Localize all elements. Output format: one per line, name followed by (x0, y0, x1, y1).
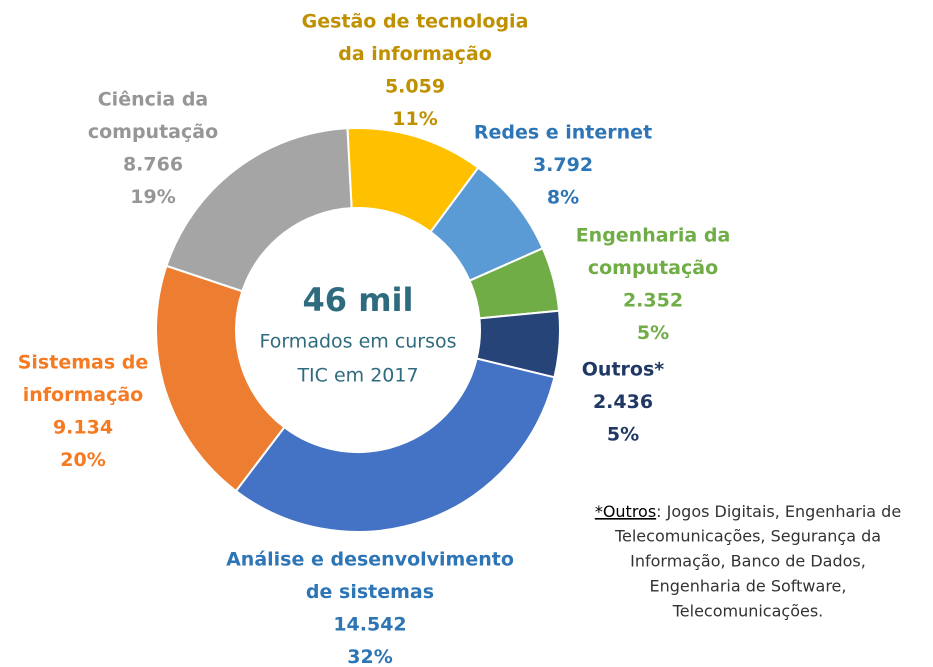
footnote: Telecomunicações, Segurança da (614, 527, 881, 546)
category-label: Ciência da (98, 89, 209, 111)
percent-label: 5% (607, 424, 639, 446)
slice (155, 264, 286, 493)
value-label: 2.436 (593, 391, 653, 413)
slice (165, 127, 353, 293)
footnote: Telecomunicações. (672, 602, 824, 621)
category-label: informação (23, 384, 144, 406)
percent-label: 8% (547, 187, 579, 209)
category-label: Engenharia da (576, 225, 731, 247)
value-label: 5.059 (385, 76, 445, 98)
footnote: Informação, Banco de Dados, (630, 552, 866, 571)
category-label: de sistemas (306, 581, 434, 603)
category-label: computação (588, 257, 718, 279)
category-label: Gestão de tecnologia (302, 11, 529, 33)
category-label: Sistemas de (18, 352, 149, 374)
value-label: 8.766 (123, 154, 183, 176)
percent-label: 20% (60, 449, 105, 471)
category-label: Outros* (582, 359, 664, 381)
footnote-term: *Outros (595, 502, 656, 521)
center-total: 46 mil (303, 281, 414, 319)
footnote: *Outros: Jogos Digitais, Engenharia de (595, 502, 901, 521)
category-label: computação (88, 121, 218, 143)
center-caption: Formados em cursos (259, 331, 456, 353)
percent-label: 5% (637, 322, 669, 344)
percent-label: 19% (130, 186, 175, 208)
percent-label: 32% (347, 646, 392, 667)
percent-label: 11% (392, 108, 437, 130)
category-label: da informação (338, 43, 492, 65)
value-label: 9.134 (53, 417, 113, 439)
slice (234, 357, 556, 533)
footnote: Engenharia de Software, (650, 577, 847, 596)
value-label: 2.352 (623, 290, 683, 312)
category-label: Redes e internet (474, 122, 652, 144)
center-caption: TIC em 2017 (296, 365, 418, 387)
value-label: 3.792 (533, 154, 593, 176)
value-label: 14.542 (333, 614, 406, 636)
category-label: Análise e desenvolvimento (226, 549, 514, 571)
footnote-text: : Jogos Digitais, Engenharia de (656, 502, 901, 521)
